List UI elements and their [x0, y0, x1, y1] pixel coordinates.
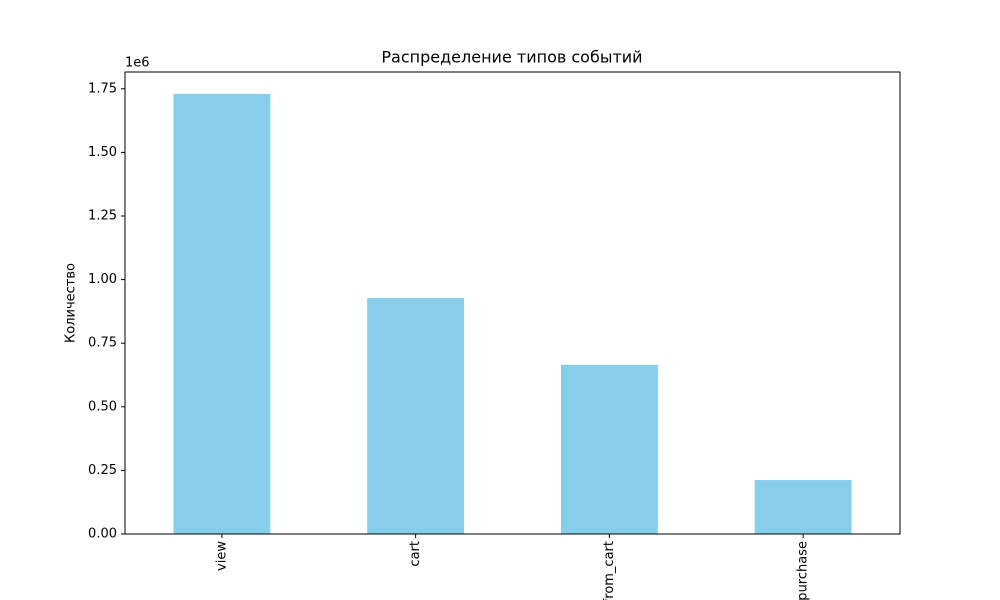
x-tick-label: purchase	[796, 541, 811, 600]
y-tick-label: 1.50	[88, 145, 117, 160]
y-tick-label: 0.50	[88, 399, 117, 414]
y-offset-label: 1e6	[125, 56, 150, 71]
chart-title: Распределение типов событий	[381, 48, 642, 67]
plot-frame	[124, 71, 901, 535]
y-tick-label: 0.25	[88, 463, 117, 478]
bar	[560, 364, 658, 534]
x-tick-label: view	[214, 541, 229, 571]
bar	[367, 297, 465, 534]
y-axis-label: Количество	[64, 263, 79, 343]
x-tick-label: remove_from_cart	[602, 541, 617, 600]
y-tick-label: 0.00	[88, 527, 117, 542]
y-tick-label: 0.75	[88, 336, 117, 351]
bar	[754, 480, 852, 534]
y-tick-label: 1.25	[88, 208, 117, 223]
y-tick-label: 1.75	[88, 81, 117, 96]
x-tick-label: cart	[408, 541, 423, 567]
y-tick-label: 1.00	[88, 272, 117, 287]
bar	[173, 93, 271, 535]
